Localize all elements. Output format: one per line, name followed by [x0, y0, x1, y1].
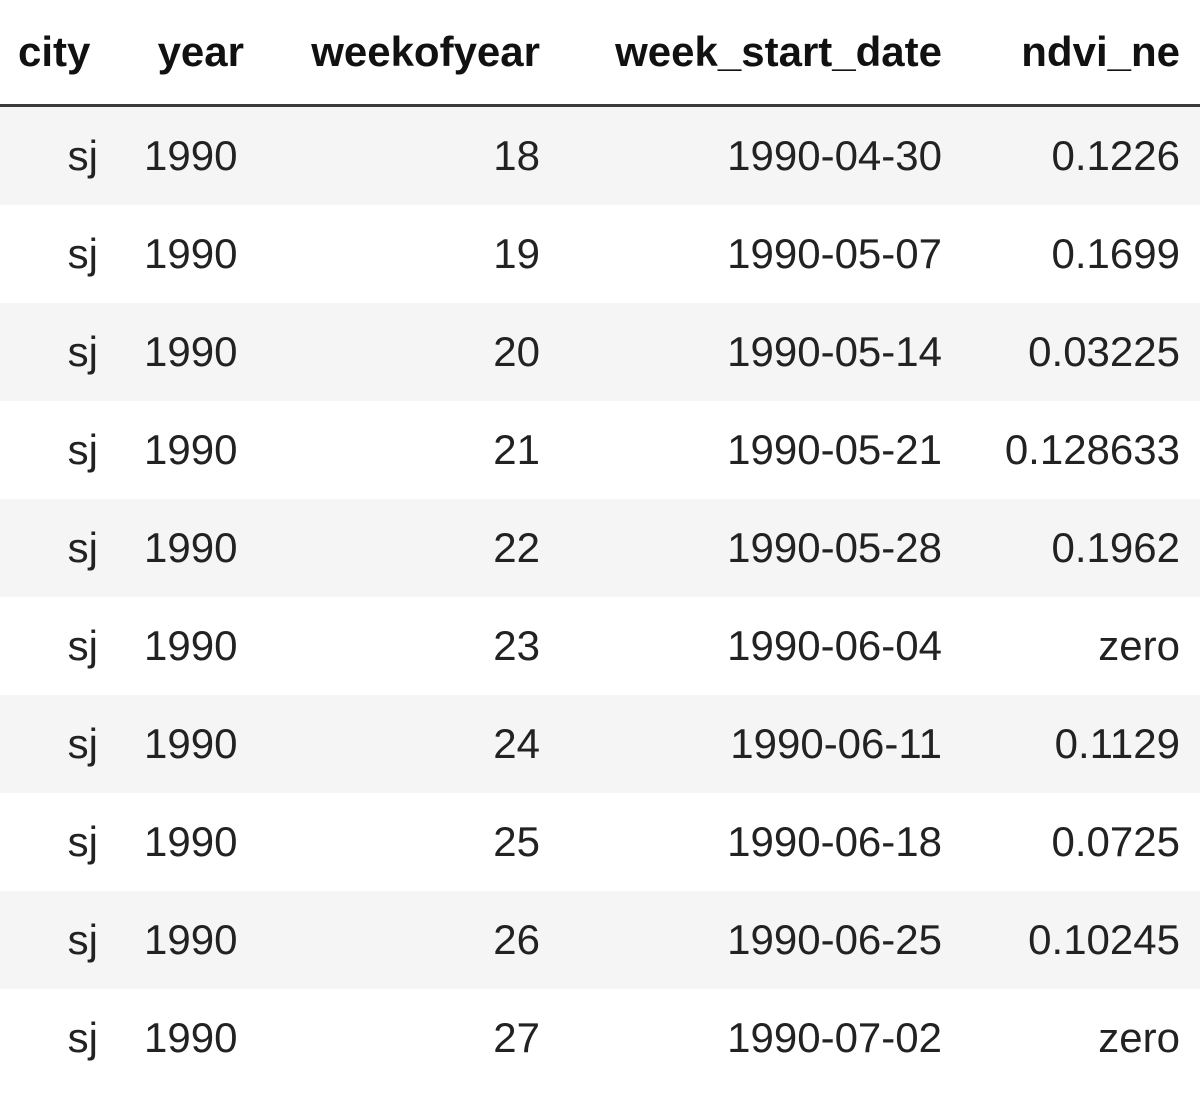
table-row: sj 1990 21 1990-05-21 0.128633 — [0, 401, 1200, 499]
cell-ndvi-ne: zero — [966, 989, 1200, 1087]
column-header-ndvi-ne: ndvi_ne — [966, 0, 1200, 107]
cell-city: sj — [0, 793, 118, 891]
cell-week-start-date: 1990-06-11 — [564, 695, 966, 793]
cell-weekofyear: 22 — [266, 499, 564, 597]
cell-ndvi-ne: 0.1699 — [966, 205, 1200, 303]
cell-city: sj — [0, 499, 118, 597]
cell-year: 1990 — [118, 205, 266, 303]
cell-ndvi-ne: zero — [966, 597, 1200, 695]
cell-ndvi-ne: 0.0725 — [966, 793, 1200, 891]
table-row: sj 1990 24 1990-06-11 0.1129 — [0, 695, 1200, 793]
cell-week-start-date: 1990-05-28 — [564, 499, 966, 597]
cell-city: sj — [0, 105, 118, 205]
cell-weekofyear: 25 — [266, 793, 564, 891]
table-row: sj 1990 26 1990-06-25 0.10245 — [0, 891, 1200, 989]
cell-year: 1990 — [118, 401, 266, 499]
table-body: sj 1990 18 1990-04-30 0.1226 sj 1990 19 1990-05-… — [0, 105, 1200, 1087]
column-header-city: city — [0, 0, 118, 107]
cell-year: 1990 — [118, 793, 266, 891]
cell-year: 1990 — [118, 105, 266, 205]
cell-weekofyear: 23 — [266, 597, 564, 695]
table-row: sj 1990 27 1990-07-02 zero — [0, 989, 1200, 1087]
cell-ndvi-ne: 0.1962 — [966, 499, 1200, 597]
cell-weekofyear: 20 — [266, 303, 564, 401]
cell-year: 1990 — [118, 891, 266, 989]
cell-weekofyear: 27 — [266, 989, 564, 1087]
table-header: city year weekofyear week_start_date ndv… — [0, 0, 1200, 107]
cell-weekofyear: 21 — [266, 401, 564, 499]
cell-ndvi-ne: 0.03225 — [966, 303, 1200, 401]
cell-year: 1990 — [118, 597, 266, 695]
cell-week-start-date: 1990-04-30 — [564, 105, 966, 205]
column-header-weekofyear: weekofyear — [266, 0, 564, 107]
cell-year: 1990 — [118, 989, 266, 1087]
cell-weekofyear: 18 — [266, 105, 564, 205]
cell-city: sj — [0, 989, 118, 1087]
cell-week-start-date: 1990-06-25 — [564, 891, 966, 989]
cell-week-start-date: 1990-05-07 — [564, 205, 966, 303]
column-header-year: year — [118, 0, 266, 107]
cell-week-start-date: 1990-06-04 — [564, 597, 966, 695]
cell-city: sj — [0, 891, 118, 989]
header-row: city year weekofyear week_start_date ndv… — [0, 0, 1200, 107]
cell-city: sj — [0, 303, 118, 401]
cell-year: 1990 — [118, 695, 266, 793]
cell-weekofyear: 26 — [266, 891, 564, 989]
cell-ndvi-ne: 0.128633 — [966, 401, 1200, 499]
cell-year: 1990 — [118, 499, 266, 597]
cell-ndvi-ne: 0.1226 — [966, 105, 1200, 205]
cell-week-start-date: 1990-05-14 — [564, 303, 966, 401]
cell-city: sj — [0, 401, 118, 499]
cell-year: 1990 — [118, 303, 266, 401]
cell-city: sj — [0, 597, 118, 695]
column-header-week-start-date: week_start_date — [564, 0, 966, 107]
table-row: sj 1990 18 1990-04-30 0.1226 — [0, 105, 1200, 205]
table-row: sj 1990 20 1990-05-14 0.03225 — [0, 303, 1200, 401]
cell-weekofyear: 24 — [266, 695, 564, 793]
cell-week-start-date: 1990-06-18 — [564, 793, 966, 891]
table-row: sj 1990 25 1990-06-18 0.0725 — [0, 793, 1200, 891]
cell-weekofyear: 19 — [266, 205, 564, 303]
table-row: sj 1990 23 1990-06-04 zero — [0, 597, 1200, 695]
cell-ndvi-ne: 0.1129 — [966, 695, 1200, 793]
cell-city: sj — [0, 695, 118, 793]
cell-city: sj — [0, 205, 118, 303]
table-row: sj 1990 22 1990-05-28 0.1962 — [0, 499, 1200, 597]
cell-ndvi-ne: 0.10245 — [966, 891, 1200, 989]
table-row: sj 1990 19 1990-05-07 0.1699 — [0, 205, 1200, 303]
cell-week-start-date: 1990-07-02 — [564, 989, 966, 1087]
cell-week-start-date: 1990-05-21 — [564, 401, 966, 499]
